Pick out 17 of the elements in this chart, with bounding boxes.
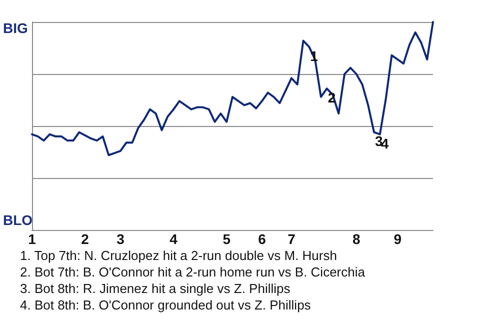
text: 1. Top 7th: N. Cruzlopez hit a 2-run double vs M. Hursh — [20, 248, 337, 263]
x-tick-label: 8 — [352, 231, 360, 247]
x-tick-label: 3 — [116, 231, 125, 247]
annotation: 3 — [375, 133, 384, 150]
x-tick-label: 2 — [81, 231, 90, 247]
x-tick-label: 5 — [222, 231, 231, 247]
x-tick-label: 7 — [288, 231, 296, 247]
text: BIG — [3, 20, 28, 36]
text: 2. Bot 7th: B. O'Connor hit a 2-run home run vs B. Cicerchia — [20, 264, 366, 280]
x-tick-label: 1 — [28, 231, 36, 247]
annotation: BLO — [3, 212, 33, 228]
annotation: 4 — [380, 135, 389, 152]
x-tick-label: 9 — [394, 231, 402, 247]
x-tick-label: 4 — [170, 231, 178, 247]
text: 4. Bot 8th: B. O'Connor grounded out vs Z. Phillips — [20, 298, 312, 312]
text: 3. Bot 8th: R. Jimenez hit a single vs Z. Phillips — [20, 281, 291, 296]
x-tick-label: 6 — [258, 231, 266, 247]
